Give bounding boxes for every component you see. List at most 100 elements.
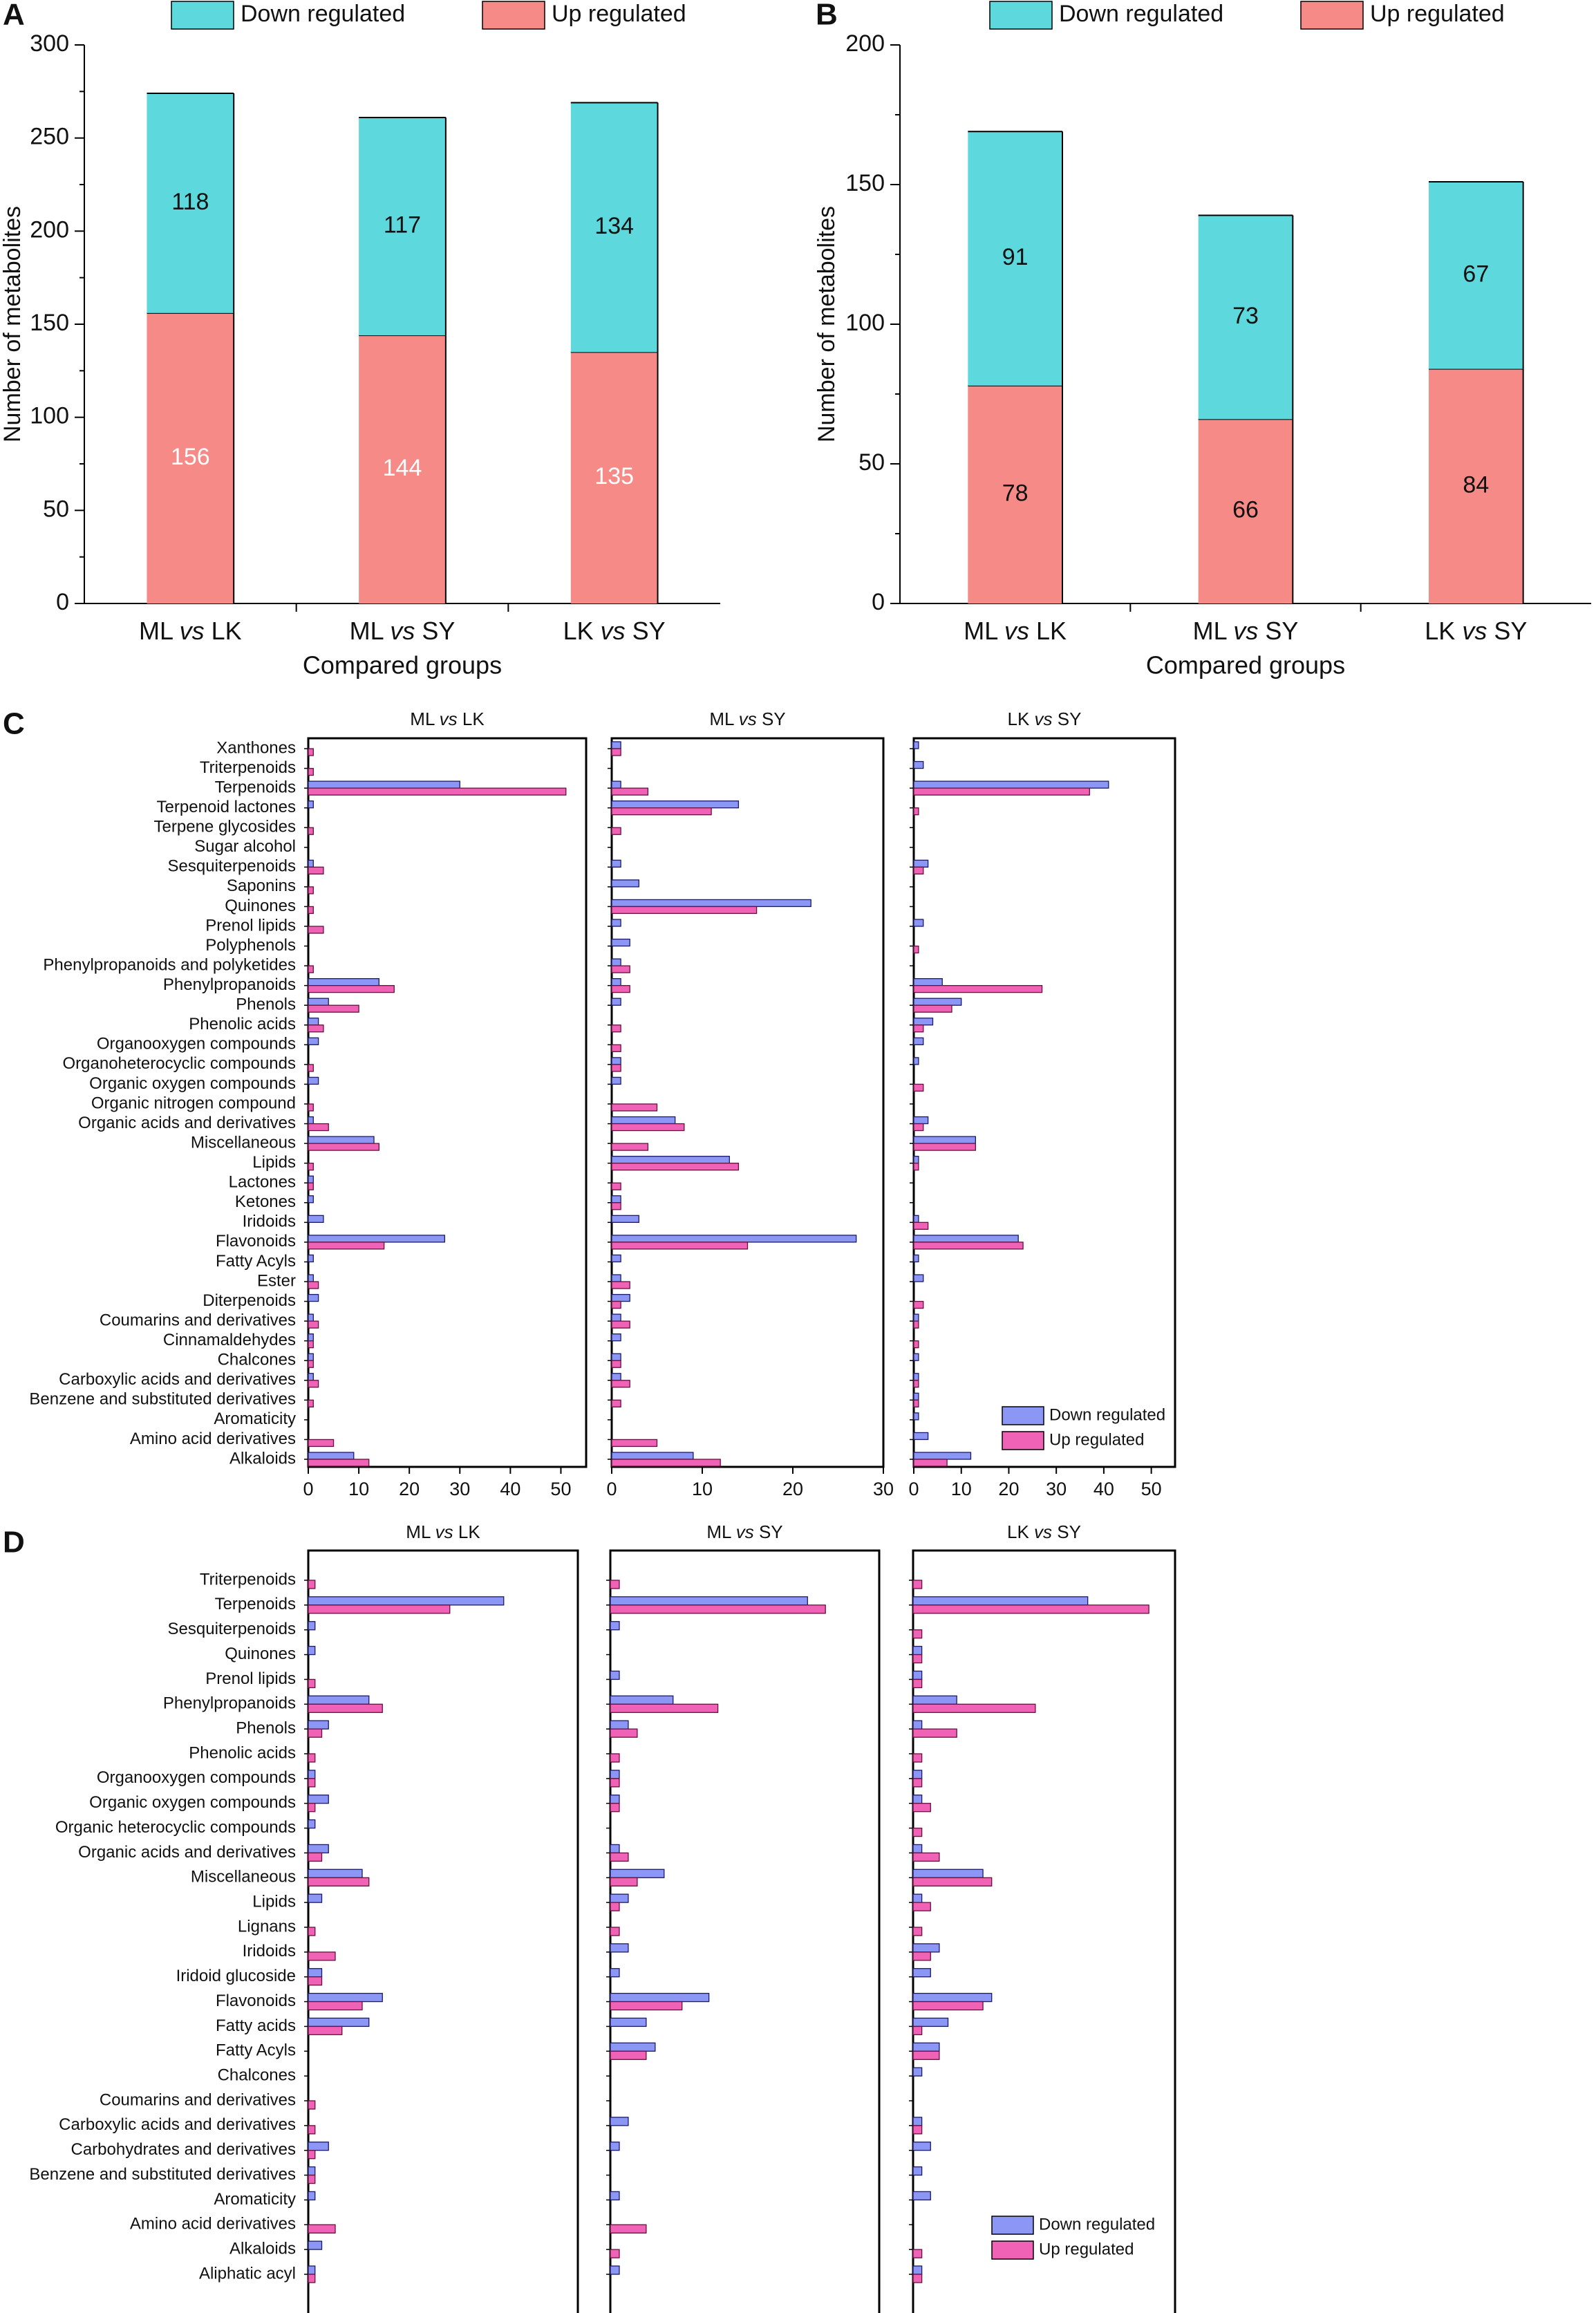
bar-down xyxy=(308,1235,445,1243)
bar-up xyxy=(308,1459,370,1467)
label-right: LK xyxy=(1029,617,1067,645)
category-label: Xanthones xyxy=(216,738,296,757)
bar-down xyxy=(308,1819,316,1829)
y-tick-label: 0 xyxy=(56,589,69,615)
subplot-frame xyxy=(912,737,1176,1468)
bar-up xyxy=(611,1163,740,1171)
bar-down xyxy=(308,1645,316,1656)
data-label: 67 xyxy=(1463,261,1489,287)
x-tick-label: 20 xyxy=(782,1479,803,1499)
bar-down xyxy=(913,1235,1019,1243)
category-label: Flavonoids xyxy=(216,1232,296,1251)
bar-up xyxy=(610,1778,620,1788)
bar-up xyxy=(913,1380,919,1388)
bar-up xyxy=(610,1803,620,1813)
bar-down xyxy=(912,2067,923,2077)
bar-down xyxy=(611,1215,639,1223)
bar-down xyxy=(912,2117,923,2126)
category-label: Lipids xyxy=(252,1153,296,1172)
bar-down xyxy=(308,780,460,789)
bar-up xyxy=(610,1877,638,1886)
bar-down xyxy=(308,2142,329,2151)
data-label: 117 xyxy=(384,212,421,238)
bar-down xyxy=(913,1313,919,1322)
category-label: Iridoid glucoside xyxy=(176,1967,296,1985)
category-label: Organic acids and derivatives xyxy=(78,1114,296,1132)
bar-up xyxy=(611,1320,630,1329)
bar-up xyxy=(308,1004,359,1013)
bar-down xyxy=(611,879,639,888)
bar-up xyxy=(308,1340,314,1349)
category-label: Sesquiterpenoids xyxy=(168,857,296,876)
data-label: 135 xyxy=(594,463,634,489)
data-label: 73 xyxy=(1232,303,1259,329)
bar-down xyxy=(1198,215,1293,420)
label-left: ML xyxy=(350,617,391,645)
x-tick-label: ML vs SY xyxy=(350,617,456,645)
bar-up xyxy=(308,1580,316,1589)
panel-a: A Down regulated Up regulated 0 50 100 150 200 2… xyxy=(0,0,720,680)
bar-down xyxy=(913,1274,924,1282)
legend-label: Up regulated xyxy=(1370,1,1505,27)
bar-up xyxy=(308,2274,316,2283)
label-vs: vs xyxy=(1034,1521,1052,1542)
legend-swatch xyxy=(1002,1406,1044,1425)
category-label: Coumarins and derivatives xyxy=(100,2090,296,2109)
bar-up xyxy=(308,1182,314,1190)
x-axis-title: Compared groups xyxy=(1146,651,1345,680)
category-label: Fatty Acyls xyxy=(216,2041,296,2060)
data-label: 78 xyxy=(1002,480,1029,506)
panel-letter: A xyxy=(3,0,25,32)
bar-up xyxy=(912,1604,1149,1614)
bar-up xyxy=(611,1064,621,1072)
bar-down xyxy=(913,1037,924,1045)
category-label: Phenylpropanoids and polyketides xyxy=(43,955,296,974)
category-label: Fatty Acyls xyxy=(216,1252,296,1271)
bar-down xyxy=(913,1215,919,1223)
bar-down xyxy=(308,1452,355,1460)
category-label: Chalcones xyxy=(218,1351,296,1369)
bar-up xyxy=(308,1439,335,1448)
bar-up xyxy=(913,1320,919,1329)
category-label: Iridoids xyxy=(243,1212,296,1231)
bar-down xyxy=(308,1333,314,1342)
bar-down xyxy=(610,1670,620,1680)
label-vs: vs xyxy=(435,1521,453,1542)
legend-swatch xyxy=(482,1,545,30)
subplot-title: ML vs SY xyxy=(706,1521,782,1542)
bar-up xyxy=(611,787,649,796)
bar-down xyxy=(610,2117,629,2126)
y-tick-label: 0 xyxy=(872,589,885,615)
bar-up xyxy=(968,385,1062,603)
bar-down xyxy=(610,1770,620,1779)
label-right: LK xyxy=(458,709,485,729)
bar-down xyxy=(912,1770,923,1779)
bar-down xyxy=(611,1156,730,1164)
bar-up xyxy=(308,2174,316,2184)
category-label: Aliphatic acyl xyxy=(199,2264,296,2283)
bar-down xyxy=(610,1596,808,1606)
bar-down xyxy=(308,800,314,809)
bar-down xyxy=(912,2265,923,2275)
legend-label: Up regulated xyxy=(552,1,686,27)
data-label: 144 xyxy=(383,455,422,481)
bar-down xyxy=(308,1293,319,1302)
bar-up xyxy=(611,1459,721,1467)
bar-down xyxy=(610,1695,674,1705)
category-label: Organic oxygen compounds xyxy=(89,1793,296,1812)
category-label: Phenylpropanoids xyxy=(163,975,296,994)
bar-down xyxy=(912,2017,949,2028)
bar-down xyxy=(308,1215,324,1223)
legend-label: Down regulated xyxy=(241,1,405,27)
bar-up xyxy=(610,1753,620,1763)
data-label: 134 xyxy=(594,213,634,239)
bar-down xyxy=(913,1136,976,1144)
category-label: Phenylpropanoids xyxy=(163,1694,296,1713)
bar-down xyxy=(611,899,811,908)
bar-down xyxy=(610,2142,620,2151)
bar-down xyxy=(912,1596,1089,1606)
label-right: SY xyxy=(626,617,666,645)
y-tick-label: 100 xyxy=(845,310,885,336)
bar-down xyxy=(610,2265,620,2275)
